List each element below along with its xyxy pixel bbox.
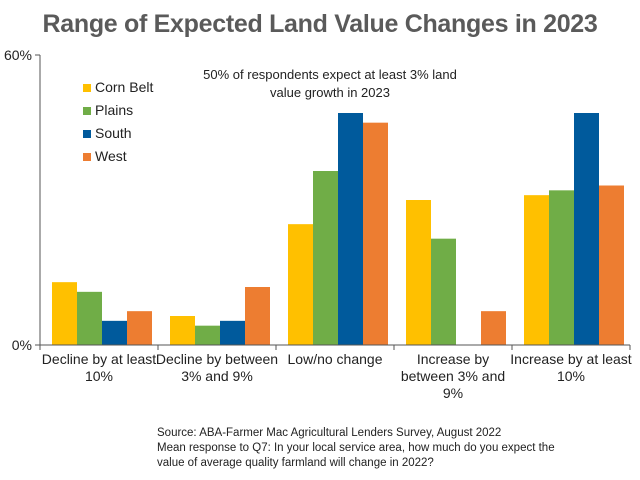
x-axis-labels: Decline by at least 10%Decline by between… — [42, 351, 632, 401]
legend-swatch — [83, 107, 91, 115]
bar-plains — [77, 291, 102, 345]
bar-west — [481, 311, 506, 345]
bar-corn-belt — [52, 282, 77, 345]
legend-swatch — [83, 84, 91, 92]
x-tick-label: Increase by at least 10% — [510, 351, 632, 384]
bar-south — [574, 113, 599, 345]
legend-label: South — [95, 125, 132, 141]
legend-label: West — [95, 148, 127, 164]
chart-annotation: 50% of respondents expect at least 3% la… — [203, 67, 457, 100]
bar-west — [245, 287, 270, 345]
axes — [39, 55, 631, 350]
chart-title: Range of Expected Land Value Changes in … — [42, 10, 598, 38]
bar-plains — [549, 190, 574, 345]
x-tick-label: Decline by between 3% and 9% — [156, 351, 278, 384]
x-tick-label: Low/no change — [288, 351, 383, 367]
bar-corn-belt — [524, 195, 549, 345]
y-axis-ticks: 0% 60% — [4, 47, 40, 353]
legend-label: Corn Belt — [95, 79, 153, 95]
bar-south — [220, 320, 245, 345]
bar-south — [102, 320, 127, 345]
bar-plains — [195, 325, 220, 345]
annotation-text: 50% of respondents expect at least 3% la… — [203, 67, 457, 100]
bar-corn-belt — [406, 200, 431, 345]
bar-corn-belt — [288, 224, 313, 345]
bar-west — [127, 311, 152, 345]
legend-label: Plains — [95, 102, 133, 118]
question-note-line: Mean response to Q7: In your local servi… — [157, 442, 555, 454]
legend: Corn Belt Plains South West — [83, 79, 153, 164]
y-tick-label: 0% — [12, 337, 32, 353]
bar-corn-belt — [170, 316, 195, 345]
x-tick-label: Increase by between 3% and 9% — [401, 351, 505, 401]
y-tick-label: 60% — [4, 47, 32, 63]
bar-west — [599, 185, 624, 345]
bar-south — [338, 113, 363, 345]
question-note: Mean response to Q7: In your local servi… — [157, 441, 627, 471]
source-note: Source: ABA-Farmer Mac Agricultural Lend… — [157, 427, 502, 439]
bar-west — [363, 122, 388, 346]
question-note-line: value of average quality farmland will c… — [157, 457, 434, 469]
x-tick-label: Decline by at least 10% — [42, 351, 157, 384]
bar-plains — [313, 171, 338, 345]
bar-plains — [431, 238, 456, 345]
legend-swatch — [83, 130, 91, 138]
legend-swatch — [83, 153, 91, 161]
bars — [52, 113, 624, 346]
